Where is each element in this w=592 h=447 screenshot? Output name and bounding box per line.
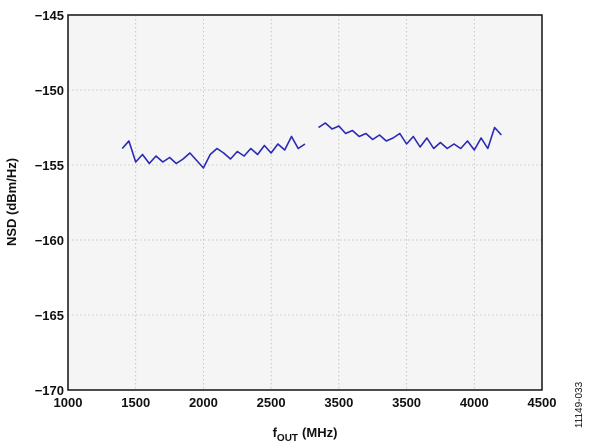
figure-id: 11149-033 xyxy=(574,381,585,428)
x-axis-label: fOUT (MHz) xyxy=(273,425,338,444)
y-tick-label: −165 xyxy=(35,308,64,323)
y-tick-label: −160 xyxy=(35,233,64,248)
x-tick-label: 3500 xyxy=(392,395,421,410)
x-axis-label-main: f xyxy=(273,425,278,440)
data-line xyxy=(121,122,502,169)
y-tick-label: −170 xyxy=(35,383,64,398)
x-tick-label: 1500 xyxy=(121,395,150,410)
x-tick-label: 1000 xyxy=(54,395,83,410)
x-axis-label-sub: OUT xyxy=(277,433,298,444)
x-tick-label: 4000 xyxy=(460,395,489,410)
plot-area xyxy=(68,15,542,390)
x-tick-label: 3500 xyxy=(324,395,353,410)
x-tick-label: 4500 xyxy=(528,395,557,410)
y-tick-label: −155 xyxy=(35,158,64,173)
x-tick-label: 2000 xyxy=(189,395,218,410)
y-axis-label: NSD (dBm/Hz) xyxy=(4,158,19,246)
x-tick-label: 2500 xyxy=(257,395,286,410)
plot-frame xyxy=(67,14,543,391)
y-tick-label: −150 xyxy=(35,83,64,98)
x-axis-label-unit: (MHz) xyxy=(302,425,337,440)
y-tick-label: −145 xyxy=(35,8,64,23)
